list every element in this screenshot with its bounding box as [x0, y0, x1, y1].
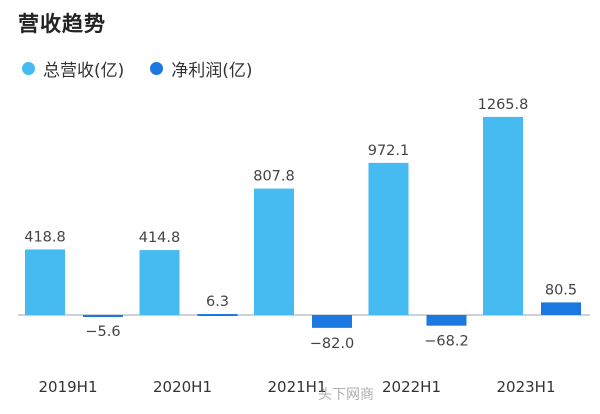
profit-value-label: 80.5 [545, 282, 577, 298]
legend-label-profit: 净利润(亿) [171, 61, 253, 81]
revenue-value-label: 972.1 [368, 143, 410, 159]
chart-title: 营收趋势 [18, 12, 106, 36]
profit-value-label: −82.0 [310, 336, 354, 352]
x-tick-label: 2021H1 [268, 378, 327, 396]
profit-bar [312, 315, 352, 328]
profit-value-label: 6.3 [206, 294, 229, 310]
profit-bar [197, 314, 238, 317]
profit-value-label: −5.6 [85, 324, 120, 340]
legend-item-revenue[interactable]: 总营收(亿) [22, 56, 124, 81]
profit-bar [541, 302, 581, 315]
legend-label-revenue: 总营收(亿) [43, 61, 125, 81]
x-tick-label: 2020H1 [153, 378, 212, 396]
x-tick-label: 2022H1 [382, 378, 441, 396]
legend-dot-profit [150, 62, 164, 75]
revenue-bar [25, 249, 65, 315]
revenue-value-label: 1265.8 [478, 97, 529, 113]
legend-item-profit[interactable]: 净利润(亿) [150, 56, 253, 81]
revenue-bar [254, 188, 294, 315]
watermark: 头下网商 [318, 387, 374, 403]
x-tick-label: 2023H1 [497, 378, 556, 396]
profit-value-label: −68.2 [424, 334, 468, 350]
revenue-value-label: 418.8 [24, 229, 66, 245]
revenue-value-label: 807.8 [253, 169, 295, 185]
legend-dot-revenue [22, 62, 35, 75]
profit-bar [426, 315, 467, 326]
revenue-bar [368, 162, 409, 315]
x-tick-label: 2019H1 [39, 378, 98, 396]
revenue-value-label: 414.8 [139, 230, 181, 246]
profit-bar [83, 315, 123, 317]
revenue-bar [139, 250, 180, 315]
revenue-bar [483, 116, 523, 315]
legend: 总营收(亿) 净利润(亿) [22, 56, 279, 81]
